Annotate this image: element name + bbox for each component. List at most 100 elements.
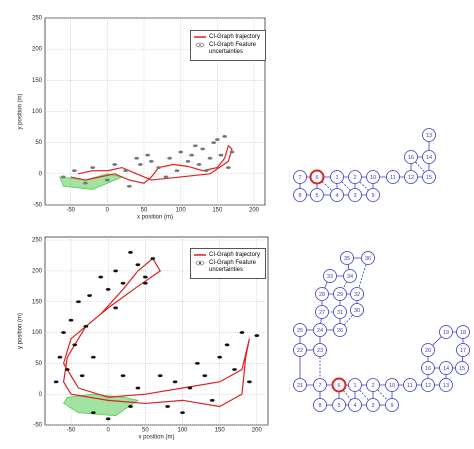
feature-uncertainty — [135, 263, 141, 267]
graph-node — [350, 303, 364, 317]
feature-uncertainty — [53, 380, 59, 384]
node-label: 31 — [337, 310, 343, 316]
node-label: 16 — [408, 155, 414, 161]
feature-uncertainty — [224, 343, 230, 347]
feature-uncertainty — [82, 181, 88, 185]
feature-uncertainty — [180, 411, 185, 415]
feature-uncertainty — [239, 331, 245, 334]
graph-edge — [356, 257, 369, 295]
y-tick-label: 100 — [32, 109, 43, 115]
node-label: 3 — [353, 193, 356, 199]
y-axis-label: y position (m) — [18, 93, 24, 129]
feature-uncertainty — [150, 257, 156, 260]
node-label: 27 — [319, 310, 325, 316]
feature-uncertainty — [134, 156, 140, 160]
node-label: 26 — [337, 328, 343, 334]
graph-node — [348, 378, 362, 392]
feature-uncertainty — [71, 169, 77, 173]
graph-node — [366, 170, 380, 184]
feature-uncertainty — [189, 153, 195, 157]
node-label: 6 — [337, 383, 340, 389]
feature-uncertainty — [194, 361, 200, 365]
node-label: 20 — [425, 348, 431, 354]
legend-entry: CI-Graph Feature uncertainties — [194, 42, 262, 56]
node-label: 1 — [353, 383, 356, 389]
graph-node — [313, 343, 327, 357]
feature-uncertainty — [79, 374, 85, 378]
graph-node — [385, 398, 399, 412]
y-axis-label: y position (m) — [18, 313, 24, 349]
graph-node — [456, 325, 470, 339]
trajectory — [62, 257, 251, 408]
x-tick-label: -50 — [66, 208, 75, 214]
feature-uncertainty — [211, 141, 217, 145]
x-axis-label: x position (m) — [138, 435, 174, 441]
x-tick-label: 200 — [249, 208, 260, 214]
legend-entry: CI-Graph Feature uncertainties — [194, 260, 262, 274]
x-tick-label: -50 — [67, 428, 76, 434]
feature-uncertainty — [187, 386, 193, 390]
graph-node — [293, 170, 307, 184]
feature-uncertainty — [112, 163, 118, 166]
node-label: 35 — [344, 256, 350, 262]
legend-label: CI-Graph Feature uncertainties — [209, 42, 257, 56]
node-label: 7 — [298, 175, 301, 181]
node-label: 6 — [315, 175, 318, 181]
node-label: 4 — [353, 403, 356, 409]
node-label: 5 — [315, 193, 318, 199]
node-label: 17 — [460, 348, 466, 354]
feature-uncertainty — [165, 405, 171, 408]
feature-uncertainty — [60, 175, 66, 179]
feature-uncertainty — [98, 275, 104, 279]
legend-swatch — [194, 260, 206, 266]
graph-node — [313, 398, 327, 412]
feature-uncertainty — [200, 147, 206, 151]
legend-swatch — [194, 42, 206, 48]
graph-node — [333, 287, 347, 301]
graph-node — [361, 251, 375, 265]
node-label: 11 — [407, 383, 413, 389]
node-label: 24 — [317, 328, 323, 334]
y-tick-label: 200 — [32, 268, 43, 274]
feature-uncertainty — [202, 374, 208, 378]
node-label: 19 — [443, 330, 449, 336]
legend-label: CI-Graph trajectory — [209, 34, 261, 40]
feature-uncertainty — [126, 184, 132, 188]
y-tick-label: 100 — [32, 330, 43, 336]
graph-node — [439, 325, 453, 339]
graph-node — [348, 188, 362, 202]
legend: CI-Graph trajectory CI-Graph Feature unce… — [190, 30, 266, 61]
feature-uncertainty — [87, 294, 93, 297]
feature-uncertainty — [113, 306, 119, 310]
node-label: 28 — [319, 292, 325, 298]
node-label: 10 — [389, 383, 395, 389]
feature-uncertainty — [167, 156, 173, 160]
node-label: 10 — [370, 175, 376, 181]
node-label: 12 — [425, 383, 431, 389]
graph-node — [330, 170, 344, 184]
node-label: 15 — [459, 366, 465, 372]
feature-uncertainty — [68, 318, 74, 322]
feature-uncertainty — [207, 156, 213, 160]
feature-uncertainty — [90, 411, 96, 415]
feature-uncertainty — [214, 138, 220, 141]
graph-node — [366, 398, 380, 412]
feature-uncertainty — [72, 343, 78, 347]
node-label: 36 — [365, 256, 371, 262]
feature-uncertainty — [254, 334, 260, 338]
legend-swatch — [194, 34, 206, 40]
feature-uncertainty — [174, 169, 180, 173]
graph-node — [403, 378, 417, 392]
feature-uncertainty — [142, 281, 148, 285]
legend-entry: CI-Graph trajectory — [194, 252, 262, 259]
graph-node — [332, 398, 346, 412]
node-label: 13 — [426, 133, 432, 139]
node-label: 9 — [390, 403, 393, 409]
feature-uncertainty — [120, 374, 126, 378]
node-label: 34 — [347, 274, 353, 280]
node-label: 14 — [426, 155, 432, 161]
node-label: 4 — [335, 193, 338, 199]
y-tick-label: 250 — [32, 16, 43, 22]
feature-uncertainty — [105, 287, 111, 291]
graph-node — [333, 305, 347, 319]
